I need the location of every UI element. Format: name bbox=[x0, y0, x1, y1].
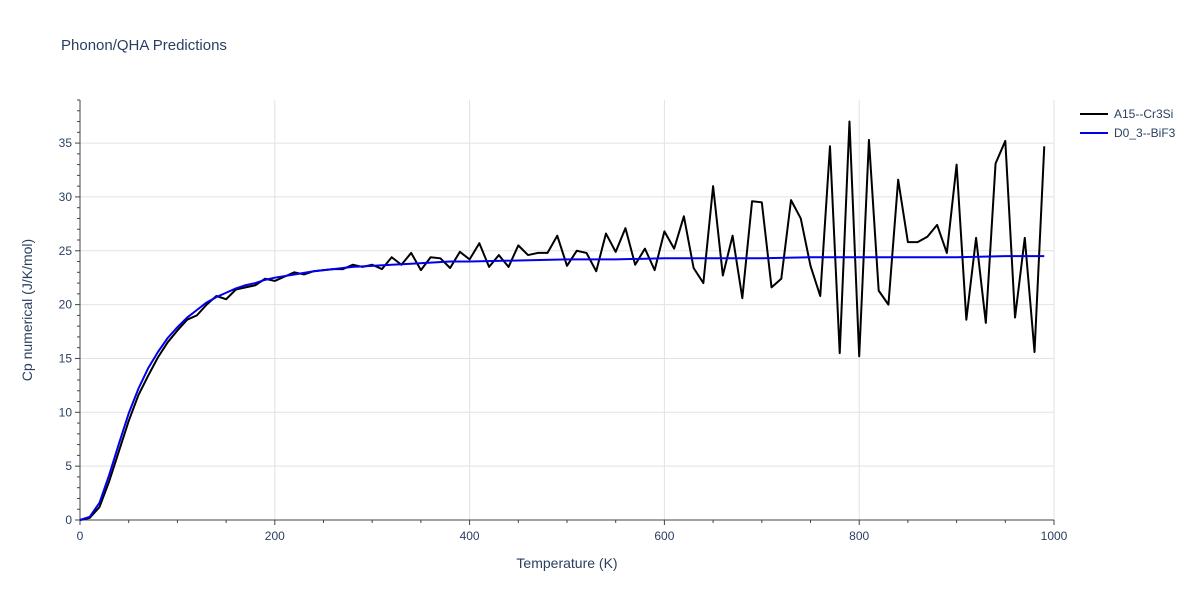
plot-area bbox=[79, 120, 1046, 521]
y-tick-label: 20 bbox=[59, 298, 73, 312]
x-tick-label: 200 bbox=[265, 529, 285, 543]
y-tick-label: 5 bbox=[65, 459, 72, 473]
y-tick-label: 10 bbox=[59, 405, 73, 419]
series-line bbox=[79, 120, 1046, 521]
chart-title: Phonon/QHA Predictions bbox=[61, 37, 227, 54]
y-tick-label: 35 bbox=[59, 136, 73, 150]
x-tick-label: 600 bbox=[654, 529, 674, 543]
x-tick-label: 400 bbox=[460, 529, 480, 543]
legend: A15--Cr3Si D0_3--BiF3 bbox=[1080, 107, 1176, 140]
y-tick-label: 25 bbox=[59, 244, 73, 258]
grid-lines bbox=[80, 100, 1055, 520]
legend-label: A15--Cr3Si bbox=[1114, 107, 1173, 121]
axes: 0 200 400 600 800 1000 0 5 10 15 20 25 30 35 bbox=[59, 99, 1068, 543]
series-line bbox=[79, 255, 1045, 521]
x-tick-label: 0 bbox=[77, 529, 84, 543]
legend-label: D0_3--BiF3 bbox=[1114, 126, 1176, 140]
x-axis-title: Temperature (K) bbox=[516, 555, 617, 571]
x-tick-label: 1000 bbox=[1041, 529, 1068, 543]
y-axis-title: Cp numerical (J/K/mol) bbox=[19, 239, 35, 381]
x-tick-label: 800 bbox=[849, 529, 869, 543]
y-tick-label: 15 bbox=[59, 351, 73, 365]
y-tick-label: 0 bbox=[65, 513, 72, 527]
y-tick-label: 30 bbox=[59, 190, 73, 204]
